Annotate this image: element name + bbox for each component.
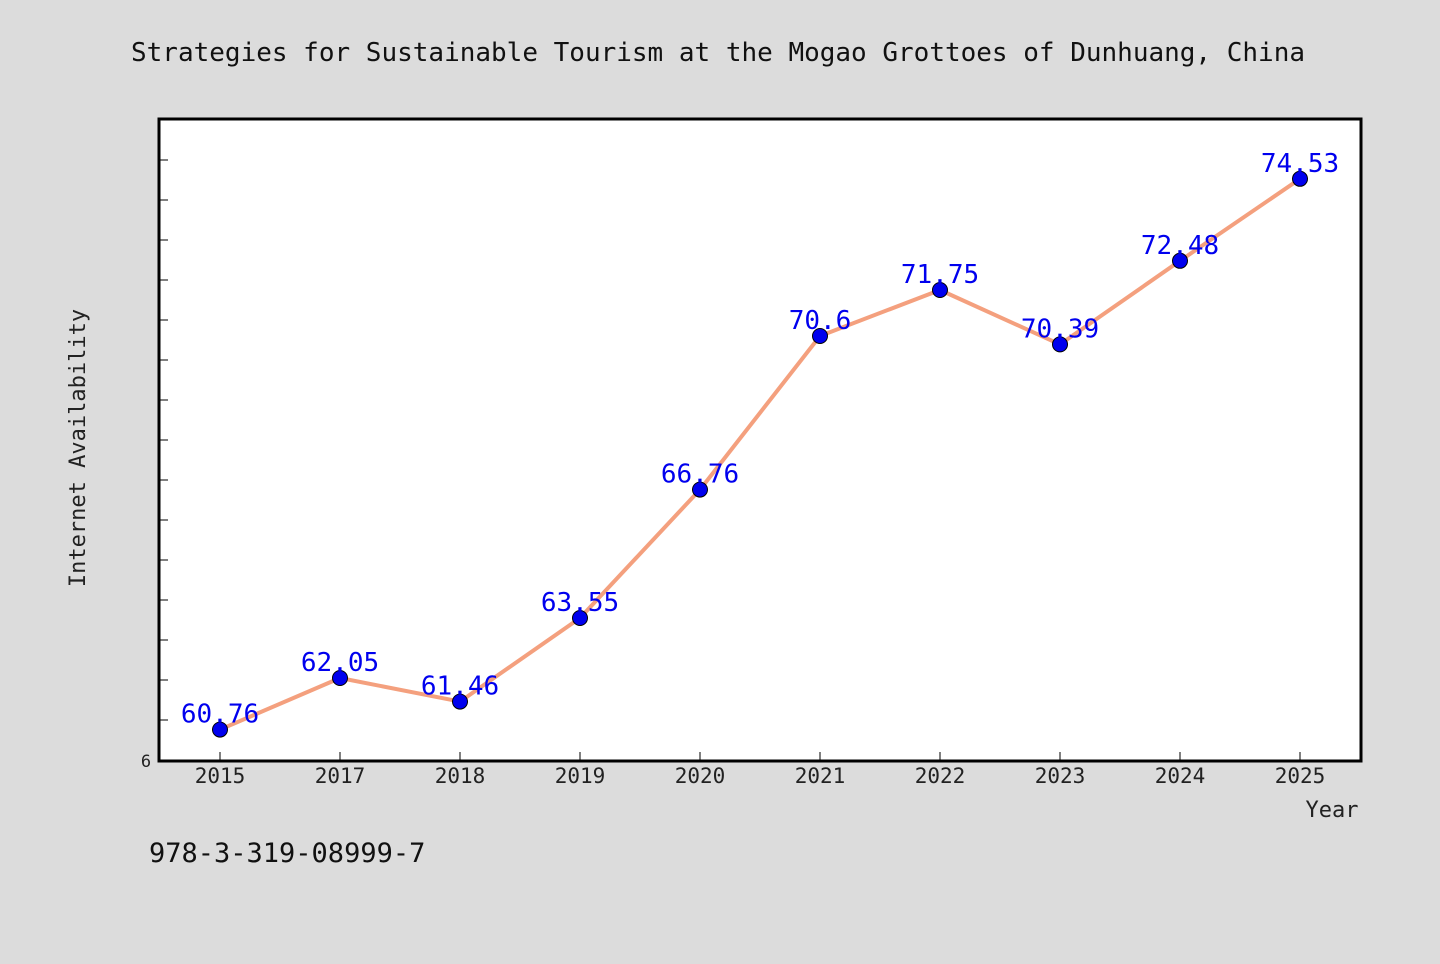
data-point [1292, 170, 1308, 187]
x-tick-label: 2023 [1035, 764, 1086, 788]
data-label: 66.76 [661, 460, 739, 490]
data-label: 60.76 [181, 700, 259, 730]
data-point [932, 282, 948, 298]
data-label: 74.53 [1261, 149, 1339, 179]
data-labels: 60.76 62.05 61.46 63.55 66.76 70.6 71.75 70.39 7… [181, 149, 1339, 730]
data-point [1172, 252, 1188, 269]
data-point [212, 721, 228, 738]
x-axis-label: Year [1306, 798, 1359, 823]
x-tick-label: 2025 [1275, 764, 1326, 788]
data-point [1052, 336, 1068, 353]
data-point [692, 481, 708, 498]
x-tick-label: 2021 [795, 764, 846, 788]
x-tick-label: 2024 [1155, 764, 1206, 788]
x-tick-label: 2020 [675, 764, 726, 788]
x-tick-label: 2019 [555, 764, 606, 788]
series-line [218, 176, 1302, 732]
x-tick-label: 2017 [315, 764, 366, 788]
data-point [572, 610, 588, 626]
data-label: 63.55 [541, 588, 619, 618]
data-label: 61.46 [421, 672, 499, 702]
data-point [452, 693, 468, 710]
data-label: 72.48 [1141, 231, 1219, 261]
data-label: 71.75 [901, 260, 979, 290]
plot-area [157, 117, 1363, 763]
data-point [812, 328, 828, 344]
series-layer [212, 170, 1308, 738]
chart-title: Strategies for Sustainable Tourism at th… [131, 38, 1305, 68]
y-axis-label: Internet Availability [66, 309, 91, 587]
y-axis-ticks [160, 159, 168, 721]
x-tick-label: 2018 [435, 764, 486, 788]
data-point [332, 670, 348, 686]
footer-isbn: 978-3-319-08999-7 [149, 838, 425, 869]
data-label: 62.05 [301, 648, 379, 678]
x-tick-label: 2015 [195, 764, 246, 788]
y-tick-label: 6 [141, 752, 151, 772]
x-axis-ticks: 2015 2017 2018 2019 2020 2021 2022 2023 2024 2025 [195, 752, 1326, 788]
data-label: 70.39 [1021, 314, 1099, 344]
data-label: 70.6 [789, 306, 852, 336]
x-tick-label: 2022 [915, 764, 966, 788]
